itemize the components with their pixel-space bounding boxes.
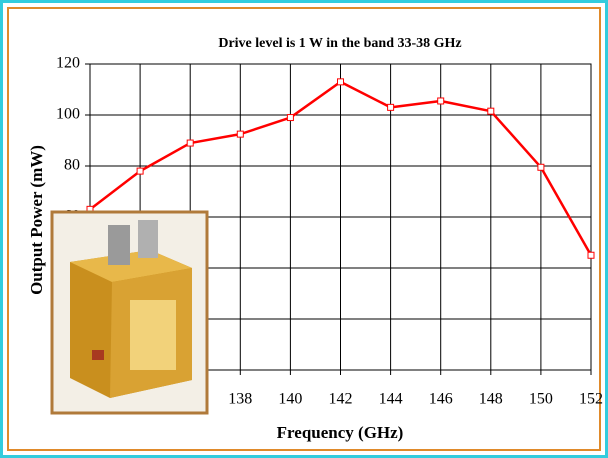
photo-detail [92,350,104,360]
data-point [236,130,244,138]
y-tick-label: 80 [64,157,80,174]
data-point [537,163,545,171]
data-point [286,114,294,122]
x-tick-label: 152 [579,391,603,408]
x-tick-label: 138 [228,391,252,408]
data-point [437,97,445,105]
y-tick-label: 100 [56,106,80,123]
photo-cavity [130,300,176,370]
x-tick-label: 148 [479,391,503,408]
chart-title: Drive level is 1 W in the band 33-38 GHz [218,36,461,51]
data-point [387,103,395,111]
data-point [136,167,144,175]
x-tick-label: 150 [529,391,553,408]
y-axis-label: Output Power (mW) [27,145,46,295]
data-point [186,139,194,147]
x-tick-label: 146 [429,391,453,408]
data-point [487,107,495,115]
x-axis-label: Frequency (GHz) [277,423,404,442]
photo-connector [108,225,130,265]
data-point [337,78,344,86]
y-tick-label: 120 [56,55,80,72]
x-tick-label: 142 [329,391,353,408]
photo-connector [138,220,158,258]
device-photo [50,210,209,415]
data-point [587,251,595,259]
x-tick-label: 140 [278,391,302,408]
x-tick-label: 144 [379,391,403,408]
photo-top [70,250,192,282]
